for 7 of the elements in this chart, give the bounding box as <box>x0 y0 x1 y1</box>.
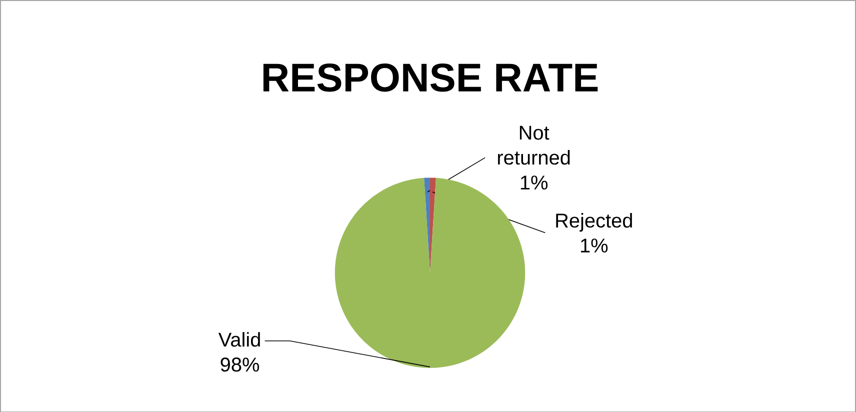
slice-label: Not returned <box>498 126 570 164</box>
data-label: 98% <box>220 357 260 372</box>
data-label: 1% <box>520 175 548 190</box>
chart-title: RESPONSE RATE <box>263 63 598 92</box>
slice-label: Rejected <box>556 212 632 232</box>
slice-label: Valid <box>218 332 260 346</box>
data-label: 1% <box>581 238 608 252</box>
